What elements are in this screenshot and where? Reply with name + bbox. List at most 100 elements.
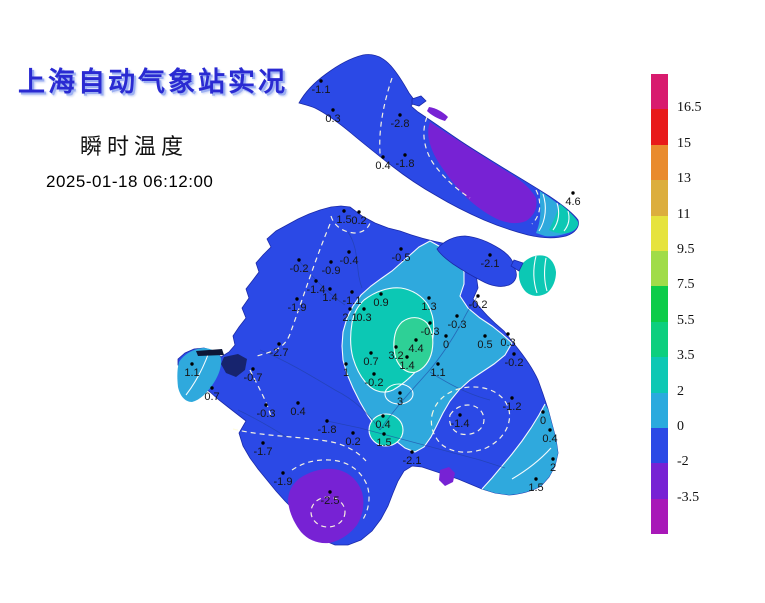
station-value: 0.2 (351, 215, 366, 227)
station-value: -1.4 (307, 284, 326, 296)
station-value: 0.3 (356, 312, 371, 324)
contour-dash-se-outer (430, 386, 511, 453)
station-value: 1.5 (376, 437, 391, 449)
station-value: 0.3 (325, 113, 340, 125)
station-value: -2.5 (321, 495, 340, 507)
station-dot (428, 321, 432, 325)
station-layer: -1.10.3 -2.80.4 -1.84.6-2.11.5 0.2-0.4 -0.5-… (184, 79, 581, 507)
legend-label: 13 (677, 171, 691, 187)
station-value: 0.7 (204, 391, 219, 403)
contour-region-se-coast (482, 404, 558, 495)
station-dot (351, 431, 355, 435)
contour-ring-3 (384, 383, 414, 405)
page-title: 上海自动气象站实况 (18, 67, 288, 97)
legend-segment (651, 321, 668, 358)
legend-label: 0 (677, 419, 684, 434)
contour-line-se-2 (511, 447, 552, 480)
station-dot (251, 367, 255, 371)
station-dot (410, 450, 414, 454)
station-dot (357, 210, 361, 214)
legend-color-bar (651, 74, 668, 535)
station-dot (405, 355, 409, 359)
station-dot (403, 153, 407, 157)
station-dot (261, 441, 265, 445)
legend-label: 5.5 (677, 312, 695, 328)
station-dot (382, 432, 386, 436)
station-value: -0.2 (365, 377, 384, 389)
station-value: -1.1 (312, 84, 331, 96)
contour-dash-north-tip (330, 215, 371, 234)
station-value: -1.1 (343, 295, 362, 307)
station-value: -0.3 (448, 319, 467, 331)
contour-dash-chongming-e (531, 189, 541, 225)
contour-dash-se-inner (448, 404, 485, 436)
contour-line-hengsha-2 (544, 257, 548, 292)
station-value: -2.1 (481, 258, 500, 270)
legend-label: -3.5 (677, 489, 700, 505)
station-value: 1.4 (322, 292, 337, 304)
legend-segment (651, 357, 668, 393)
station-value: 0.4 (375, 419, 390, 431)
islet-long (427, 107, 448, 121)
contour-dash-west-2 (249, 369, 272, 418)
map-timestamp: 2025-01-18 06:12:00 (46, 172, 214, 191)
station-value: -1.7 (254, 446, 273, 458)
legend-segment (651, 463, 668, 499)
station-dot (277, 342, 281, 346)
legend-segment (651, 427, 668, 464)
legend-segment (651, 144, 668, 181)
chongming-cold-patch (428, 122, 537, 224)
station-dot (458, 413, 462, 417)
station-dot (399, 247, 403, 251)
station-dot (362, 307, 366, 311)
legend-segment (651, 286, 668, 322)
station-value: -1.8 (396, 158, 415, 170)
legend-segment (651, 180, 668, 216)
station-dot (512, 352, 516, 356)
station-value: -1.9 (288, 302, 307, 314)
station-dot (381, 414, 385, 418)
legend-segment (651, 498, 668, 535)
contour-pocket-south (369, 414, 403, 446)
legend-label: 3.5 (677, 348, 695, 364)
legend-label: 15 (677, 135, 691, 151)
station-value: -2.8 (391, 118, 410, 130)
station-value: 1.5 (336, 214, 351, 226)
station-dot (369, 351, 373, 355)
station-value: 0.9 (373, 297, 388, 309)
legend-segment (651, 109, 668, 145)
station-value: 0 (443, 339, 449, 351)
station-value: 0.3 (500, 337, 515, 349)
dianshan-lake (221, 354, 247, 377)
legend-label: -2 (677, 454, 689, 470)
station-dot (372, 372, 376, 376)
station-dot (398, 391, 402, 395)
station-value: -0.5 (392, 252, 411, 264)
contour-region-core (393, 317, 433, 373)
contour-line-35 (393, 317, 434, 373)
station-dot (314, 279, 318, 283)
station-value: 4.6 (565, 196, 580, 208)
station-dot (344, 362, 348, 366)
station-dot (483, 334, 487, 338)
station-value: 0.2 (345, 436, 360, 448)
station-dot (571, 191, 575, 195)
station-dot (331, 108, 335, 112)
station-value: 2.1 (342, 312, 357, 324)
station-dot (548, 428, 552, 432)
station-value: 1.3 (421, 301, 436, 313)
station-value: -1.9 (274, 476, 293, 488)
legend-label: 2 (677, 383, 684, 399)
district-line-2 (299, 261, 346, 306)
station-dot (414, 338, 418, 342)
station-dot (329, 260, 333, 264)
station-dot (210, 386, 214, 390)
station-value: 0.5 (477, 339, 492, 351)
station-value: -2.1 (403, 455, 422, 467)
station-value: -0.2 (290, 263, 309, 275)
station-dot (319, 79, 323, 83)
station-dot (264, 403, 268, 407)
station-value: 3.2 (388, 350, 403, 362)
station-dot (350, 290, 354, 294)
station-dot (444, 334, 448, 338)
